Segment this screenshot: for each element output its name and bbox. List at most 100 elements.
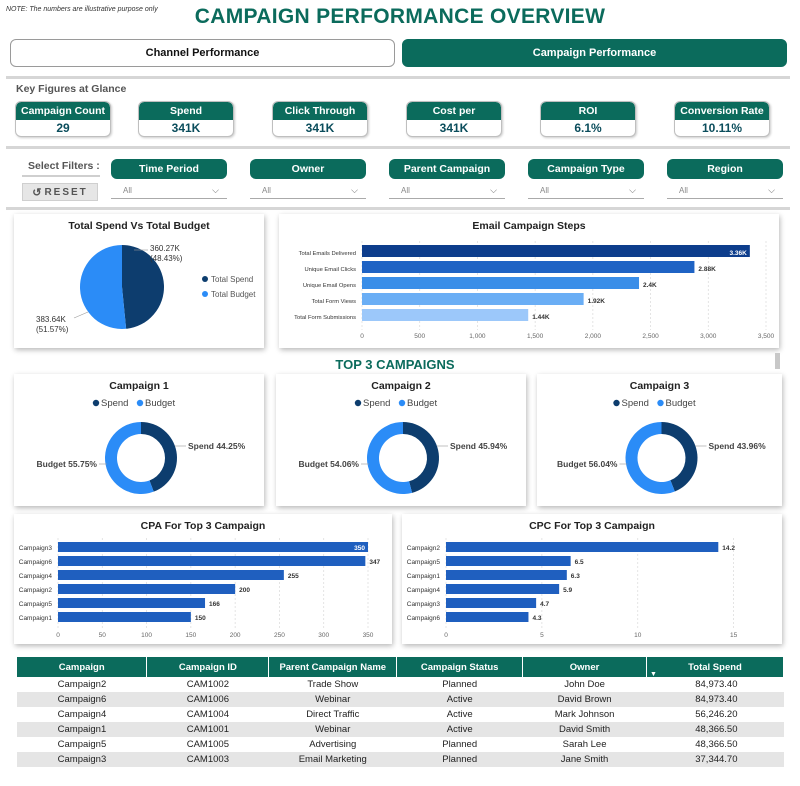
category-label: Campaign1	[19, 615, 53, 622]
filter-value: All	[401, 185, 410, 195]
column-header[interactable]: Parent Campaign Name	[268, 657, 398, 677]
category-label: Campaign6	[407, 615, 441, 622]
table-cell: Direct Traffic	[306, 709, 360, 720]
campaign3-card: Campaign 3 Spend Budget Spend 43.96% Budget…	[537, 374, 782, 506]
data-label: 360.27K	[150, 244, 180, 253]
table-cell: Campaign4	[57, 709, 107, 720]
filter-owner: Owner All ⌵	[250, 159, 366, 201]
column-header[interactable]: Total Spend	[646, 657, 784, 677]
table-row[interactable]: Campaign1 CAM1001 Webinar Active David Smith…	[17, 722, 784, 737]
filter-value: All	[262, 185, 271, 195]
column-header[interactable]: Campaign	[17, 657, 148, 677]
data-label: (51.57%)	[36, 325, 69, 334]
kpi-value: 6.1%	[574, 121, 602, 135]
column-header[interactable]: Campaign ID	[146, 657, 270, 677]
filter-dropdown[interactable]: All ⌵	[389, 182, 505, 199]
category-label: Campaign6	[19, 559, 53, 566]
filter-dropdown[interactable]: All ⌵	[250, 182, 366, 199]
table-row[interactable]: Campaign5 CAM1005 Advertising Planned Sarah …	[17, 737, 784, 752]
donut-slice-spend	[403, 422, 439, 493]
scrollbar-thumb[interactable]	[775, 353, 780, 369]
bar	[58, 570, 284, 580]
filter-dropdown[interactable]: All ⌵	[667, 182, 783, 199]
data-label: 350	[354, 545, 365, 552]
kpi-card[interactable]: Spend 341K	[138, 101, 234, 137]
table-cell: Planned	[442, 739, 478, 750]
category-label: Campaign2	[407, 545, 441, 552]
data-label: 1.92K	[588, 298, 606, 305]
category-label: Unique Email Clicks	[304, 267, 356, 273]
filter-region: Region All ⌵	[667, 159, 783, 201]
category-label: Total Form Submissions	[294, 315, 356, 321]
legend-label: Spend	[363, 398, 390, 409]
tick-label: 1,000	[469, 333, 486, 340]
data-label: 347	[369, 559, 380, 566]
table-cell: Active	[396, 722, 523, 737]
data-label: 6.3	[571, 573, 580, 580]
email-steps-card: Email Campaign Steps 0 500 1,000 1,500 2,000…	[279, 214, 779, 348]
tab-campaign-performance[interactable]: Campaign Performance	[402, 39, 787, 67]
table-cell: 84,973.40	[695, 679, 738, 690]
chart-title: CPC For Top 3 Campaign	[529, 520, 655, 532]
kpi-card[interactable]: ROI 6.1%	[540, 101, 636, 137]
kpi-value: 341K	[305, 121, 335, 135]
campaign1-card: Campaign 1 Spend Budget Spend 44.25% Budget…	[14, 374, 264, 506]
kpi-label: Campaign Count	[16, 102, 110, 120]
sort-desc-icon[interactable]: ▼	[650, 671, 657, 678]
filter-parent-campaign: Parent Campaign All ⌵	[389, 159, 505, 201]
kpi-card[interactable]: Cost per Acquisition 341K	[406, 101, 502, 137]
category-label: Campaign4	[407, 587, 441, 594]
legend-label: Spend	[622, 398, 649, 409]
tab-channel-performance[interactable]: Channel Performance	[10, 39, 395, 67]
column-header[interactable]: Campaign Status	[396, 657, 524, 677]
data-label: 383.64K	[36, 315, 66, 324]
chevron-down-icon: ⌵	[212, 184, 219, 195]
divider	[6, 76, 790, 79]
tick-label: 5	[540, 632, 544, 639]
filter-dropdown[interactable]: All ⌵	[111, 182, 227, 199]
key-figures-title: Key Figures at Glance	[16, 83, 127, 95]
chart-title: Campaign 2	[371, 380, 431, 392]
table-row[interactable]: Campaign2 CAM1002 Trade Show Planned John Do…	[17, 677, 784, 692]
kpi-card[interactable]: Conversion Rate 10.11%	[674, 101, 770, 137]
top3-title: TOP 3 CAMPAIGNS	[335, 357, 455, 372]
data-label: 200	[239, 587, 250, 594]
tick-label: 350	[363, 632, 374, 639]
cpa-bar-chart: 0 50 100 150 200 250 300 350 Campaign3 350 Campaig…	[19, 538, 381, 639]
leader-line	[73, 311, 89, 319]
data-label: 2.4K	[643, 282, 657, 289]
bar	[58, 598, 206, 608]
kpi-card[interactable]: Campaign Count 29	[15, 101, 111, 137]
legend-dot	[92, 399, 100, 407]
data-label: Spend 43.96%	[709, 441, 767, 451]
table-cell: Sarah Lee	[562, 739, 607, 750]
table-cell: CAM1005	[186, 739, 229, 750]
data-label: 166	[209, 601, 220, 608]
legend-dot	[398, 399, 406, 407]
table-row[interactable]: Campaign4 CAM1004 Direct Traffic Active Mark…	[17, 707, 784, 722]
campaign2-donut-chart: Spend Budget Spend 45.94% Budget 54.06%	[299, 398, 508, 494]
legend-dot	[136, 399, 144, 407]
reset-button[interactable]: ↺ RESET	[22, 183, 98, 201]
chart-title: CPA For Top 3 Campaign	[140, 520, 266, 532]
table-cell: Webinar	[268, 692, 397, 707]
filter-label: Region	[667, 159, 783, 179]
legend-label: Budget	[666, 398, 696, 409]
table-row[interactable]: Campaign6 CAM1006 Webinar Active David Brown…	[17, 692, 784, 707]
bar	[446, 612, 529, 622]
campaign2-card: Campaign 2 Spend Budget Spend 45.94% Budget…	[276, 374, 526, 506]
table-row[interactable]: Campaign3 CAM1003 Email Marketing Planned Ja…	[17, 752, 784, 767]
legend-label: Total Budget	[211, 290, 256, 299]
bar	[362, 309, 529, 321]
data-label: Spend 45.94%	[450, 441, 508, 451]
filter-dropdown[interactable]: All ⌵	[528, 182, 644, 199]
kpi-label: Cost per Acquisition	[407, 102, 501, 135]
data-label: Spend 44.25%	[188, 441, 246, 451]
data-label: Budget 55.75%	[37, 459, 98, 469]
column-header[interactable]: Owner	[522, 657, 648, 677]
chart-title: Campaign 1	[109, 380, 169, 392]
chevron-down-icon: ⌵	[629, 184, 636, 195]
divider	[6, 207, 790, 210]
kpi-card[interactable]: Click Through Rate 341K	[272, 101, 368, 137]
spend-budget-card: Total Spend Vs Total Budget 360.27K (48.4…	[14, 214, 264, 348]
